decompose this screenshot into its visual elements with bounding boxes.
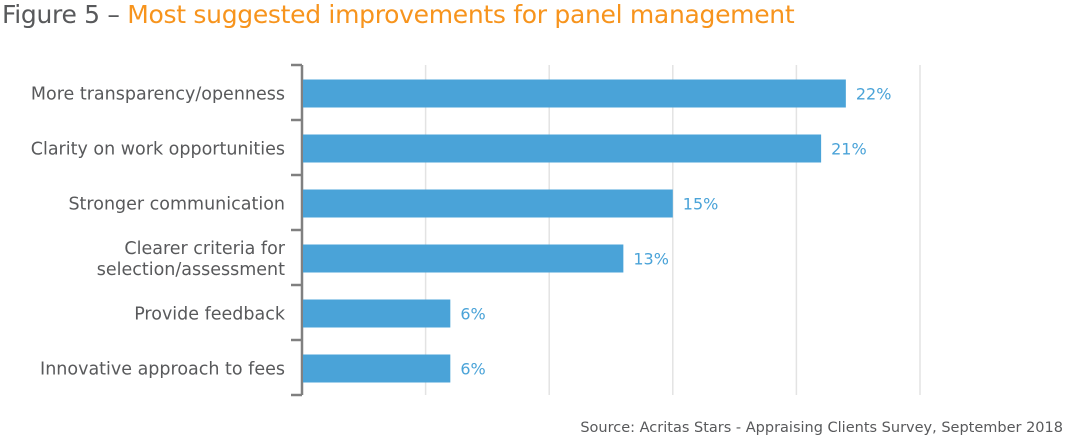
category-label-line: Clearer criteria for <box>124 239 285 259</box>
bar <box>303 134 822 163</box>
title-prefix: Figure 5 – <box>2 0 128 29</box>
category-label-line: selection/assessment <box>97 260 285 280</box>
title-main: Most suggested improvements for panel ma… <box>127 0 795 29</box>
bar <box>303 79 846 108</box>
category-label-line: More transparency/openness <box>31 85 285 105</box>
category-label-line: Stronger communication <box>68 195 285 215</box>
data-label: 15% <box>683 195 719 214</box>
category-label: Innovative approach to fees <box>40 360 285 380</box>
category-label-line: Innovative approach to fees <box>40 360 285 380</box>
category-label: Clarity on work opportunities <box>31 140 285 160</box>
data-label: 6% <box>460 305 485 324</box>
bar <box>303 244 624 273</box>
chart-title: Figure 5 – Most suggested improvements f… <box>2 0 795 29</box>
category-label-line: Clarity on work opportunities <box>31 140 285 160</box>
category-label-line: Provide feedback <box>134 305 286 325</box>
category-label: More transparency/openness <box>31 85 285 105</box>
bar <box>303 299 451 328</box>
category-label: Clearer criteria for selection/assessment <box>97 239 286 280</box>
data-label: 6% <box>460 360 485 379</box>
data-label: 13% <box>633 250 669 269</box>
data-label: 21% <box>831 140 867 159</box>
source-note: Source: Acritas Stars - Appraising Clien… <box>580 420 1063 436</box>
category-label: Stronger communication <box>68 195 285 215</box>
bar <box>303 189 673 218</box>
data-label: 22% <box>856 85 892 104</box>
category-label: Provide feedback <box>134 305 286 325</box>
bar <box>303 354 451 383</box>
